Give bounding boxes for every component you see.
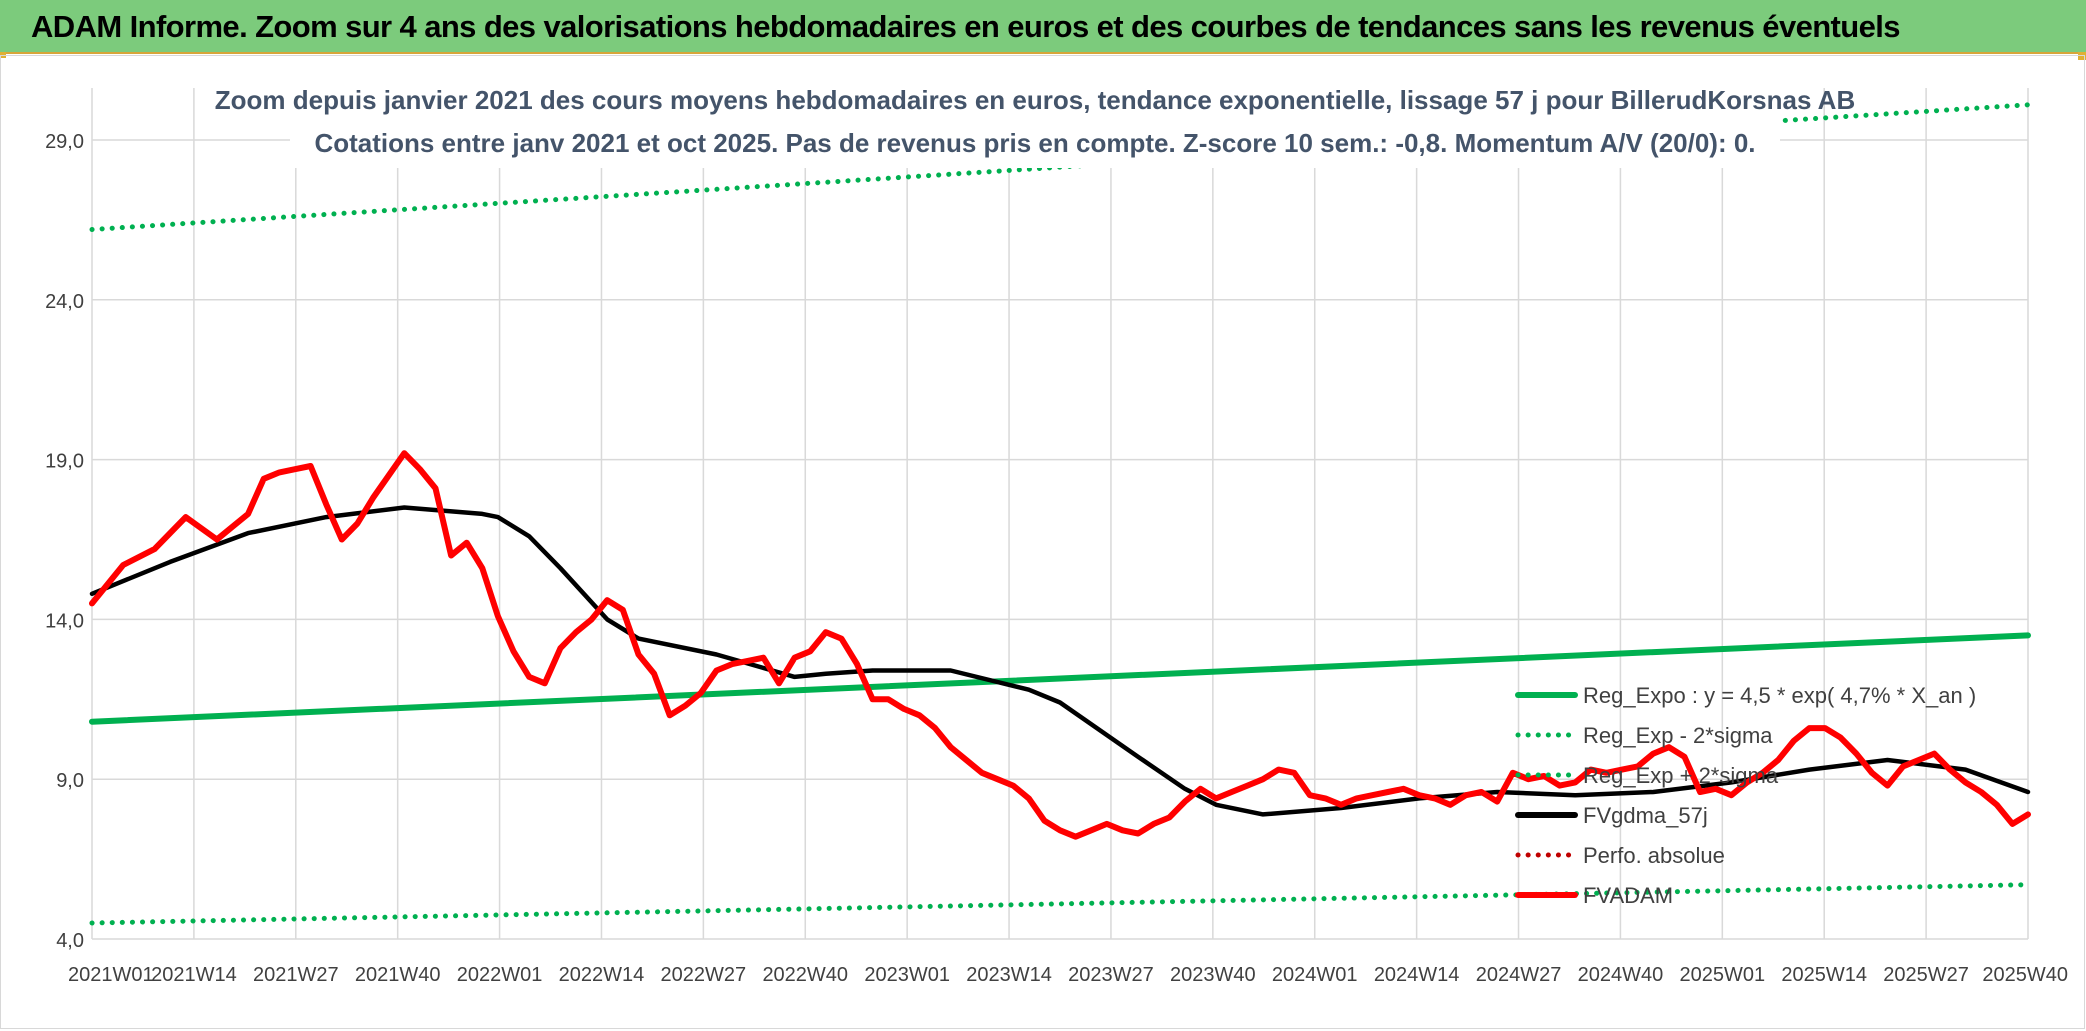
x-tick-label: 2023W14 bbox=[966, 964, 1052, 986]
y-tick-label: 9,0 bbox=[56, 770, 84, 792]
x-tick-label: 2024W40 bbox=[1578, 964, 1664, 986]
x-tick-label: 2022W01 bbox=[457, 964, 543, 986]
header-title: ADAM Informe. Zoom sur 4 ans des valoris… bbox=[31, 9, 1901, 44]
legend-label: Reg_Expo : y = 4,5 * exp( 4,7% * X_an ) bbox=[1583, 683, 1976, 708]
x-tick-label: 2021W40 bbox=[355, 964, 441, 986]
x-tick-label: 2023W01 bbox=[864, 964, 950, 986]
y-tick-label: 24,0 bbox=[45, 291, 84, 313]
x-tick-label: 2023W40 bbox=[1170, 964, 1256, 986]
title-background bbox=[290, 78, 1780, 168]
corner-marker-right bbox=[2078, 52, 2086, 60]
x-tick-label: 2023W27 bbox=[1068, 964, 1154, 986]
x-tick-label: 2021W14 bbox=[151, 964, 237, 986]
y-axis-ticks: 4,0 9,0 14,0 19,0 24,0 29,0 bbox=[45, 131, 84, 952]
reg_exp-series-line bbox=[89, 882, 2031, 926]
reg_expo-series-line bbox=[89, 632, 2031, 725]
x-tick-label: 2024W27 bbox=[1476, 964, 1562, 986]
x-tick-label: 2021W01 bbox=[68, 964, 154, 986]
x-tick-label: 2021W27 bbox=[253, 964, 339, 986]
chart-subtitle: Cotations entre janv 2021 et oct 2025. P… bbox=[314, 128, 1755, 158]
x-tick-label: 2024W01 bbox=[1272, 964, 1358, 986]
chart-frame bbox=[0, 55, 2085, 1029]
y-tick-label: 4,0 bbox=[56, 930, 84, 952]
x-tick-label: 2024W14 bbox=[1374, 964, 1460, 986]
legend-label: Perfo. absolue bbox=[1583, 843, 1725, 868]
x-tick-label: 2025W01 bbox=[1680, 964, 1766, 986]
x-tick-label: 2025W40 bbox=[1982, 964, 2068, 986]
x-tick-label: 2022W40 bbox=[762, 964, 848, 986]
x-tick-label: 2022W27 bbox=[661, 964, 747, 986]
fvgdma_57j-series-line bbox=[89, 505, 2031, 817]
x-tick-label: 2022W14 bbox=[559, 964, 645, 986]
legend-label: FVgdma_57j bbox=[1583, 803, 1708, 828]
legend-label: Reg_Exp + 2*sigma bbox=[1583, 763, 1779, 788]
grid-lines bbox=[91, 88, 2029, 940]
y-tick-label: 19,0 bbox=[45, 451, 84, 473]
fvadam-series-line bbox=[89, 450, 2031, 840]
x-tick-label: 2025W27 bbox=[1883, 964, 1969, 986]
legend-label: FVADAM bbox=[1583, 883, 1673, 908]
legend: Reg_Expo : y = 4,5 * exp( 4,7% * X_an ) R… bbox=[1515, 683, 1976, 908]
series-layer bbox=[89, 102, 2031, 926]
y-tick-label: 29,0 bbox=[45, 131, 84, 153]
y-tick-label: 14,0 bbox=[45, 610, 84, 632]
header-banner: ADAM Informe. Zoom sur 4 ans des valoris… bbox=[0, 0, 2086, 54]
x-tick-label: 2025W14 bbox=[1781, 964, 1867, 986]
chart-title: Zoom depuis janvier 2021 des cours moyen… bbox=[215, 85, 1855, 115]
legend-label: Reg_Exp - 2*sigma bbox=[1583, 723, 1773, 748]
